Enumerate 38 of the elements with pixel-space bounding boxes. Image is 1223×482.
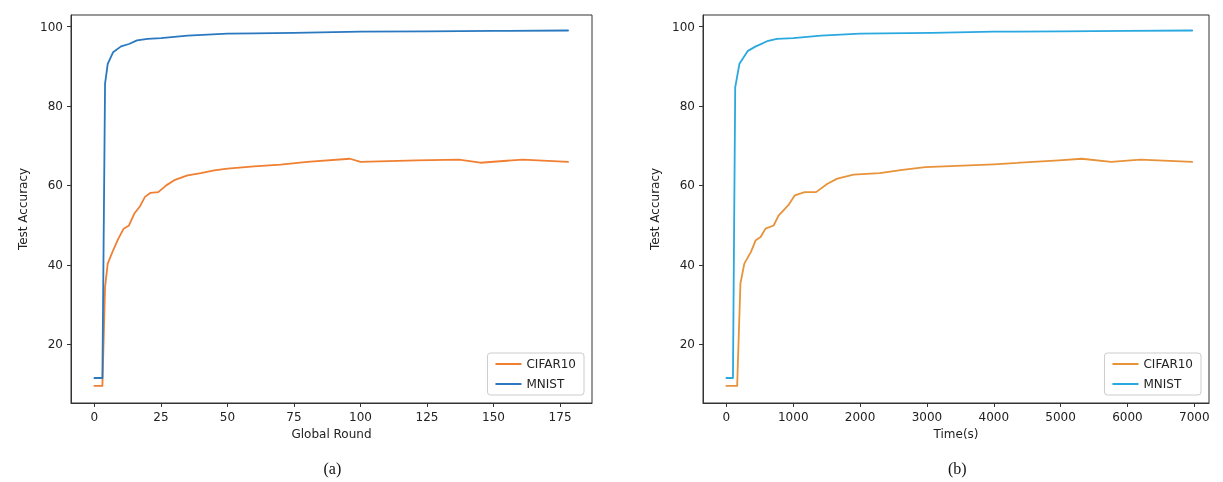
y-tick-label: 20 bbox=[47, 337, 63, 352]
x-tick-label: 4000 bbox=[978, 410, 1010, 424]
y-tick-label: 100 bbox=[40, 19, 63, 34]
y-tick-label: 60 bbox=[47, 178, 63, 193]
x-tick-label: 1000 bbox=[777, 410, 809, 424]
y-tick-label: 100 bbox=[672, 19, 695, 34]
text: (b) bbox=[948, 459, 967, 478]
line-series bbox=[725, 157, 1194, 387]
x-tick-label: 6000 bbox=[1112, 410, 1143, 424]
x-tick-label: 3000 bbox=[911, 410, 943, 424]
x-tick-label: 75 bbox=[286, 410, 302, 424]
x-axis-title: Global Round bbox=[291, 426, 372, 441]
x-tick-label: 150 bbox=[482, 410, 505, 424]
x-tick-label: 2000 bbox=[844, 410, 876, 424]
x-tick-label: 175 bbox=[548, 410, 572, 424]
x-tick-label: 7000 bbox=[1179, 410, 1210, 424]
x-tick-label: 0 bbox=[90, 410, 99, 424]
line-series bbox=[725, 29, 1194, 379]
x-axis-title: Time(s) bbox=[932, 426, 979, 441]
legend-label: MNIST bbox=[526, 377, 565, 391]
y-tick-label: 40 bbox=[679, 257, 695, 272]
y-tick-label: 20 bbox=[679, 337, 695, 352]
x-tick-label: 5000 bbox=[1045, 410, 1076, 424]
y-tick-label: 60 bbox=[679, 178, 695, 193]
x-tick-label: 0 bbox=[722, 410, 731, 424]
x-tick-label: 25 bbox=[153, 410, 169, 424]
legend-label: CIFAR10 bbox=[1143, 357, 1194, 371]
x-tick-label: 50 bbox=[219, 410, 236, 424]
y-tick-label: 80 bbox=[47, 98, 63, 113]
text: (a) bbox=[323, 459, 342, 478]
y-axis-title: Test Accuracy bbox=[16, 167, 31, 252]
y-tick-label: 80 bbox=[679, 98, 695, 113]
x-tick-label: 100 bbox=[349, 410, 372, 424]
y-tick-label: 40 bbox=[47, 257, 63, 272]
y-axis-title: Test Accuracy bbox=[648, 167, 663, 252]
x-tick-label: 125 bbox=[415, 410, 439, 424]
legend-label: CIFAR10 bbox=[526, 357, 577, 371]
legend-label: MNIST bbox=[1143, 377, 1182, 391]
